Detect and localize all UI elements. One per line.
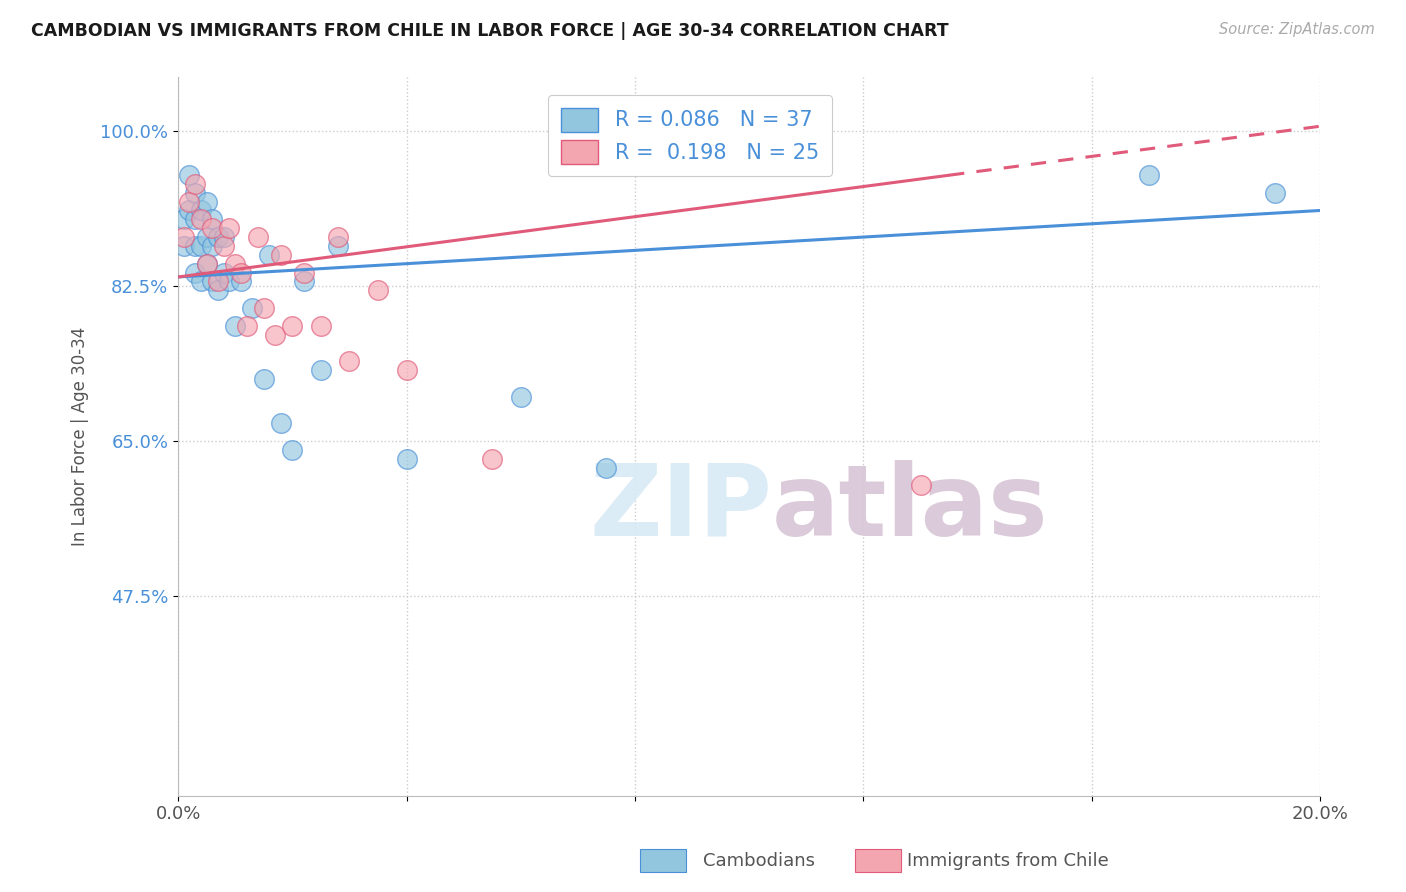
- Point: [212, 239, 235, 253]
- Point: [259, 248, 281, 262]
- Text: atlas: atlas: [772, 460, 1049, 557]
- Point: [207, 230, 229, 244]
- Point: [195, 257, 218, 271]
- Point: [184, 239, 207, 253]
- Point: [253, 372, 276, 386]
- Point: [184, 177, 207, 191]
- Point: [201, 274, 224, 288]
- Legend: R = 0.086   N = 37, R =  0.198   N = 25: R = 0.086 N = 37, R = 0.198 N = 25: [548, 95, 832, 177]
- Point: [195, 230, 218, 244]
- Point: [195, 257, 218, 271]
- Point: [173, 239, 195, 253]
- Point: [1264, 186, 1286, 200]
- Point: [184, 266, 207, 280]
- Point: [253, 301, 276, 315]
- Point: [179, 203, 201, 218]
- Point: [201, 212, 224, 227]
- Point: [281, 442, 304, 457]
- Point: [509, 390, 531, 404]
- Point: [207, 283, 229, 297]
- Point: [173, 212, 195, 227]
- Point: [326, 230, 349, 244]
- Point: [179, 168, 201, 182]
- Point: [270, 248, 292, 262]
- Point: [309, 318, 332, 333]
- Point: [229, 274, 252, 288]
- Point: [395, 363, 418, 377]
- Point: [235, 318, 257, 333]
- Point: [195, 194, 218, 209]
- Y-axis label: In Labor Force | Age 30-34: In Labor Force | Age 30-34: [72, 327, 89, 546]
- Point: [229, 266, 252, 280]
- Point: [224, 318, 246, 333]
- Point: [481, 451, 503, 466]
- Point: [173, 230, 195, 244]
- Point: [339, 354, 361, 368]
- Text: Cambodians: Cambodians: [703, 852, 815, 870]
- Point: [190, 239, 212, 253]
- Point: [218, 274, 240, 288]
- Point: [281, 318, 304, 333]
- Point: [212, 266, 235, 280]
- Point: [292, 274, 315, 288]
- Point: [247, 230, 270, 244]
- Point: [292, 266, 315, 280]
- Point: [264, 327, 287, 342]
- Point: [1137, 168, 1160, 182]
- Point: [179, 194, 201, 209]
- Point: [207, 274, 229, 288]
- Point: [218, 221, 240, 235]
- Point: [595, 460, 617, 475]
- Text: ZIP: ZIP: [589, 460, 772, 557]
- Point: [190, 274, 212, 288]
- Point: [184, 186, 207, 200]
- Text: Immigrants from Chile: Immigrants from Chile: [907, 852, 1108, 870]
- Point: [224, 257, 246, 271]
- Text: CAMBODIAN VS IMMIGRANTS FROM CHILE IN LABOR FORCE | AGE 30-34 CORRELATION CHART: CAMBODIAN VS IMMIGRANTS FROM CHILE IN LA…: [31, 22, 949, 40]
- Point: [212, 230, 235, 244]
- Text: Source: ZipAtlas.com: Source: ZipAtlas.com: [1219, 22, 1375, 37]
- Point: [395, 451, 418, 466]
- Point: [201, 239, 224, 253]
- Point: [270, 417, 292, 431]
- Point: [201, 221, 224, 235]
- Point: [326, 239, 349, 253]
- Point: [190, 212, 212, 227]
- Point: [367, 283, 389, 297]
- Point: [184, 212, 207, 227]
- Point: [240, 301, 263, 315]
- Point: [309, 363, 332, 377]
- Point: [190, 203, 212, 218]
- Point: [910, 478, 932, 492]
